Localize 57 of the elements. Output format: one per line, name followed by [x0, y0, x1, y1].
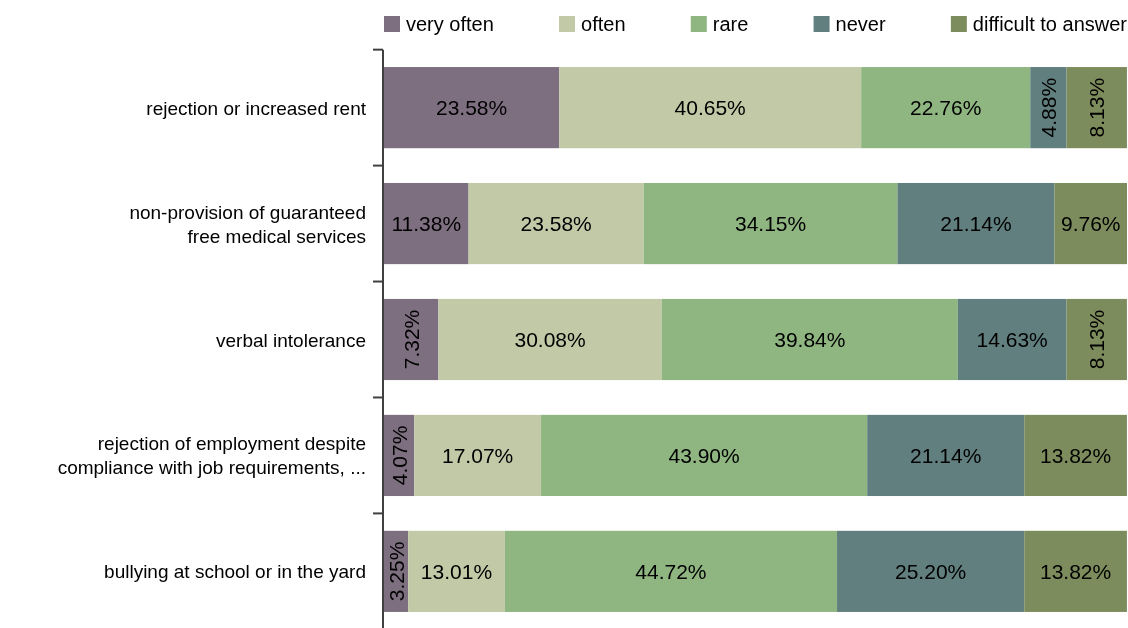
bar — [384, 67, 560, 149]
bar — [384, 182, 469, 265]
bar — [438, 298, 662, 381]
data-label: 25.20% — [895, 559, 967, 583]
bar — [1024, 530, 1127, 612]
bar — [861, 67, 1031, 149]
bar — [504, 530, 838, 612]
y-tick-label: bullying at school or in the yard — [104, 560, 366, 582]
bar — [661, 298, 958, 381]
legend-label: very often — [406, 13, 494, 35]
data-label: 40.65% — [674, 96, 746, 120]
legend-label: often — [581, 13, 626, 35]
bar — [384, 298, 439, 381]
bar — [559, 67, 862, 149]
bar — [837, 530, 1025, 612]
data-label: 43.90% — [668, 443, 740, 467]
data-label: 21.14% — [910, 443, 982, 467]
data-label: 9.76% — [1060, 212, 1121, 236]
data-label: 3.25% — [384, 541, 408, 602]
data-label: 22.76% — [910, 96, 982, 120]
bar — [957, 298, 1067, 381]
bar — [408, 530, 505, 612]
data-label: 39.84% — [774, 328, 846, 351]
legend-label: never — [835, 13, 886, 35]
data-label: 17.07% — [442, 443, 514, 467]
bar — [1024, 414, 1127, 497]
bar — [1054, 182, 1127, 265]
y-tick-label: verbal intolerance — [216, 329, 366, 350]
bar — [414, 414, 542, 497]
bar — [897, 182, 1055, 265]
data-label: 14.63% — [976, 328, 1048, 351]
y-tick-label: rejection or increased rent — [146, 97, 367, 119]
data-label: 11.38% — [391, 212, 462, 236]
y-tick-label: rejection of employment despite compliance with job requirements, ... — [57, 432, 366, 478]
data-label: 34.15% — [734, 212, 807, 236]
data-label: 4.88% — [1036, 77, 1060, 138]
legend-label: difficult to answer — [972, 13, 1128, 35]
y-tick-label: non-provision of guaranteed free medical services — [129, 201, 366, 247]
data-label: 8.13% — [1085, 309, 1109, 370]
data-label: 8.13% — [1085, 77, 1109, 138]
data-label: 23.58% — [435, 96, 508, 120]
bar — [643, 182, 898, 265]
data-label: 13.01% — [420, 559, 493, 583]
bar — [468, 182, 644, 265]
bar — [1066, 298, 1127, 381]
bar — [541, 414, 868, 497]
data-label: 7.32% — [399, 309, 423, 370]
data-label: 23.58% — [520, 212, 592, 236]
bar — [867, 414, 1025, 497]
data-label: 21.14% — [940, 212, 1012, 236]
data-label: 30.08% — [514, 328, 586, 351]
data-label: 13.82% — [1039, 559, 1112, 583]
data-label: 4.07% — [387, 425, 411, 486]
legend-label: rare — [712, 13, 749, 35]
bar — [1066, 67, 1127, 149]
data-label: 44.72% — [635, 559, 707, 583]
data-label: 13.82% — [1039, 443, 1112, 467]
